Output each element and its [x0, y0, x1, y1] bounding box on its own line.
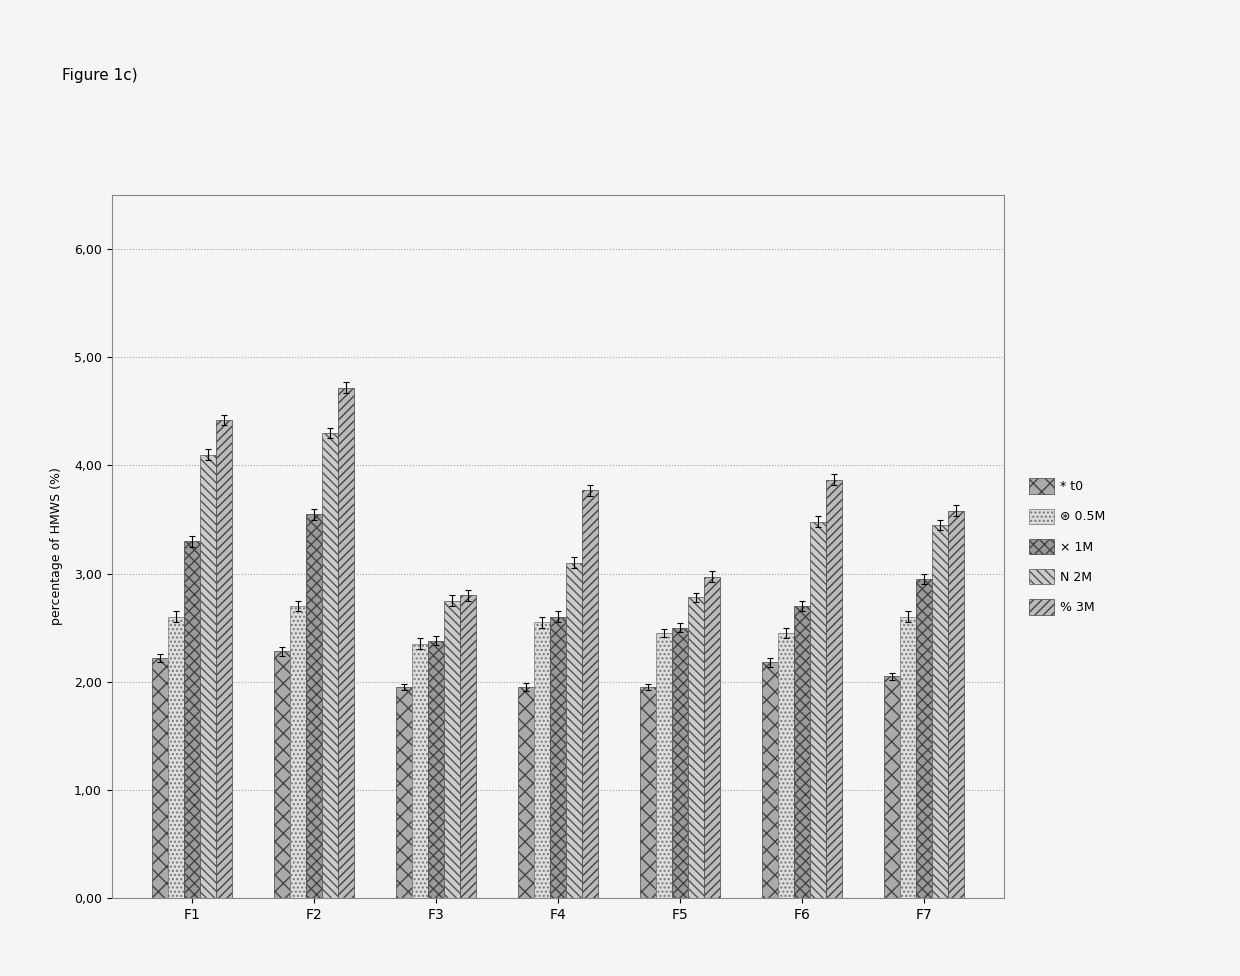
Bar	[397, 687, 412, 898]
Bar	[900, 617, 916, 898]
Bar	[565, 563, 582, 898]
Bar	[932, 525, 947, 898]
Bar	[656, 633, 672, 898]
Bar	[184, 541, 200, 898]
Bar	[518, 687, 534, 898]
Bar	[460, 595, 476, 898]
Bar	[810, 522, 826, 898]
Bar	[153, 658, 169, 898]
Bar	[337, 387, 353, 898]
Bar	[444, 600, 460, 898]
Bar	[169, 617, 184, 898]
Bar	[200, 455, 216, 898]
Legend: * t0, ⊛ 0.5M, × 1M, N 2M, % 3M: * t0, ⊛ 0.5M, × 1M, N 2M, % 3M	[1028, 478, 1105, 615]
Bar	[688, 597, 704, 898]
Bar	[672, 628, 688, 898]
Bar	[412, 644, 428, 898]
Bar	[216, 420, 232, 898]
Text: Figure 1c): Figure 1c)	[62, 68, 138, 83]
Bar	[428, 640, 444, 898]
Bar	[884, 676, 900, 898]
Y-axis label: percentage of HMWS (%): percentage of HMWS (%)	[50, 468, 63, 626]
Bar	[322, 433, 337, 898]
Bar	[704, 577, 719, 898]
Bar	[779, 633, 794, 898]
Bar	[534, 623, 551, 898]
Bar	[826, 479, 842, 898]
Bar	[947, 510, 963, 898]
Bar	[640, 687, 656, 898]
Bar	[582, 490, 598, 898]
Bar	[916, 579, 932, 898]
Bar	[763, 663, 779, 898]
Bar	[551, 617, 565, 898]
Bar	[306, 514, 322, 898]
Bar	[290, 606, 306, 898]
Bar	[794, 606, 810, 898]
Bar	[274, 651, 290, 898]
